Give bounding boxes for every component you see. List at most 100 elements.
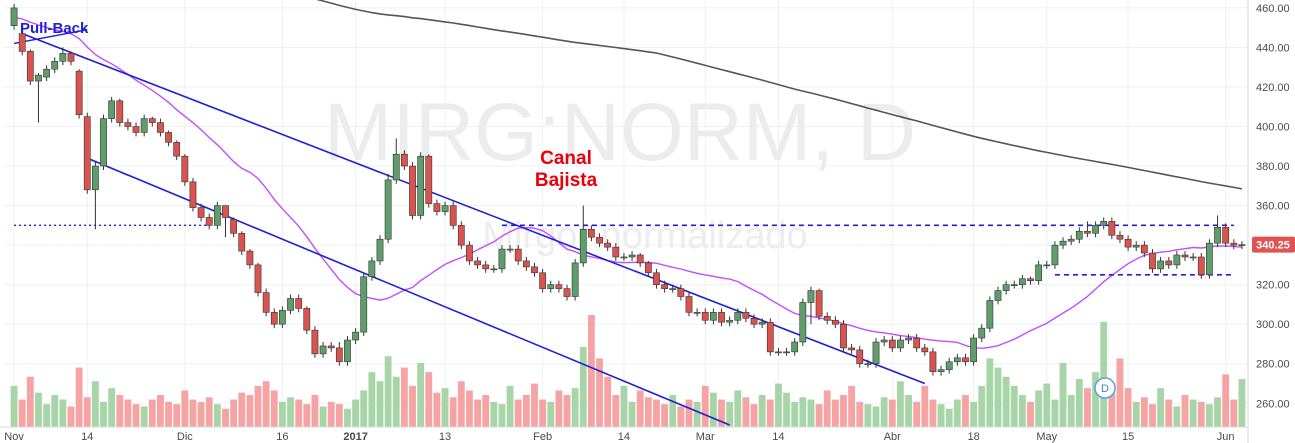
candle xyxy=(35,73,42,123)
volume-bar xyxy=(91,381,99,427)
volume-bar xyxy=(726,401,734,427)
volume-bar xyxy=(1010,385,1018,427)
candle xyxy=(254,262,262,297)
candle xyxy=(579,205,587,267)
candle-body xyxy=(970,337,977,363)
candle-body xyxy=(270,312,278,325)
candle xyxy=(1230,239,1238,250)
volume-bar xyxy=(1132,401,1140,427)
candle xyxy=(555,280,563,293)
volume-bar xyxy=(319,406,327,427)
volume-bar xyxy=(116,395,124,427)
candle-body xyxy=(295,298,303,309)
volume-bar xyxy=(815,404,823,427)
dividend-marker[interactable]: D xyxy=(1094,377,1116,399)
candle-body xyxy=(945,361,953,370)
dividend-marker-label: D xyxy=(1101,383,1109,395)
volume-bar xyxy=(384,356,392,427)
candle-body xyxy=(26,51,34,82)
candle-body xyxy=(514,248,522,262)
candle-body xyxy=(108,100,116,119)
volume-bar xyxy=(644,397,652,427)
candle-body xyxy=(848,347,856,351)
volume-bar xyxy=(539,399,547,427)
volume-bar xyxy=(1181,395,1189,427)
volume-bar xyxy=(278,401,286,427)
candle xyxy=(319,341,327,358)
y-tick-label: 280.00 xyxy=(1256,359,1290,371)
candle xyxy=(628,251,636,261)
candle-body xyxy=(905,337,912,341)
volume-layer xyxy=(10,315,1246,427)
candle xyxy=(848,343,856,354)
candle-body xyxy=(1124,238,1132,248)
candle xyxy=(238,231,246,256)
candle xyxy=(653,268,660,289)
candle-body xyxy=(116,100,124,123)
x-tick-label: 14 xyxy=(618,431,630,443)
candle-body xyxy=(91,165,99,191)
x-tick-label: 14 xyxy=(772,431,784,443)
candle-body xyxy=(823,315,831,321)
candle-body xyxy=(579,229,587,264)
volume-bar xyxy=(262,381,270,427)
volume-bar xyxy=(1092,372,1099,427)
volume-bar xyxy=(587,315,595,427)
candle-body xyxy=(1116,234,1124,240)
volume-bar xyxy=(1116,358,1124,427)
volume-bar xyxy=(287,397,294,427)
candle xyxy=(905,334,912,344)
x-tick-label: May xyxy=(1036,431,1057,443)
x-tick-label: Dic xyxy=(177,431,193,443)
candle xyxy=(222,205,229,238)
candle-body xyxy=(1157,260,1165,270)
volume-bar xyxy=(238,392,246,427)
candle xyxy=(1002,280,1010,295)
volume-bar xyxy=(799,397,807,427)
volume-bar xyxy=(1230,399,1238,427)
candle-body xyxy=(1018,278,1026,285)
candle xyxy=(970,334,977,366)
volume-bar xyxy=(230,399,238,427)
candle-body xyxy=(547,284,555,289)
candle xyxy=(531,262,538,277)
candle xyxy=(368,256,376,281)
volume-bar xyxy=(555,390,563,427)
candle xyxy=(1181,251,1189,261)
volume-bar xyxy=(953,399,961,427)
volume-bar xyxy=(303,404,311,427)
volume-bar xyxy=(531,383,538,427)
candle-body xyxy=(880,339,888,343)
candle-body xyxy=(709,312,717,321)
candle xyxy=(783,347,790,356)
volume-bar xyxy=(1059,363,1067,427)
volume-bar xyxy=(205,397,213,427)
volume-bar xyxy=(417,363,425,427)
candle xyxy=(880,336,888,346)
candle-body xyxy=(417,155,425,216)
candle xyxy=(953,353,961,366)
volume-bar xyxy=(409,385,416,427)
candle-body xyxy=(1010,284,1018,286)
candle xyxy=(18,31,26,56)
candle xyxy=(449,201,457,230)
candle xyxy=(441,201,449,216)
candle xyxy=(1197,253,1205,279)
candle xyxy=(937,365,945,376)
volume-bar xyxy=(766,399,774,427)
candle-body xyxy=(726,319,734,323)
candle xyxy=(1027,276,1034,285)
candle-body xyxy=(978,327,986,339)
candle-body xyxy=(409,165,416,216)
candle-body xyxy=(1084,230,1091,234)
volume-bar xyxy=(718,399,725,427)
candle-body xyxy=(669,288,677,290)
x-tick-label: 2017 xyxy=(343,431,367,443)
candle-body xyxy=(1197,256,1205,276)
volume-bar xyxy=(1075,379,1083,427)
candle-body xyxy=(10,7,18,26)
candle xyxy=(823,312,831,325)
volume-bar xyxy=(368,372,376,427)
candle xyxy=(498,245,506,273)
